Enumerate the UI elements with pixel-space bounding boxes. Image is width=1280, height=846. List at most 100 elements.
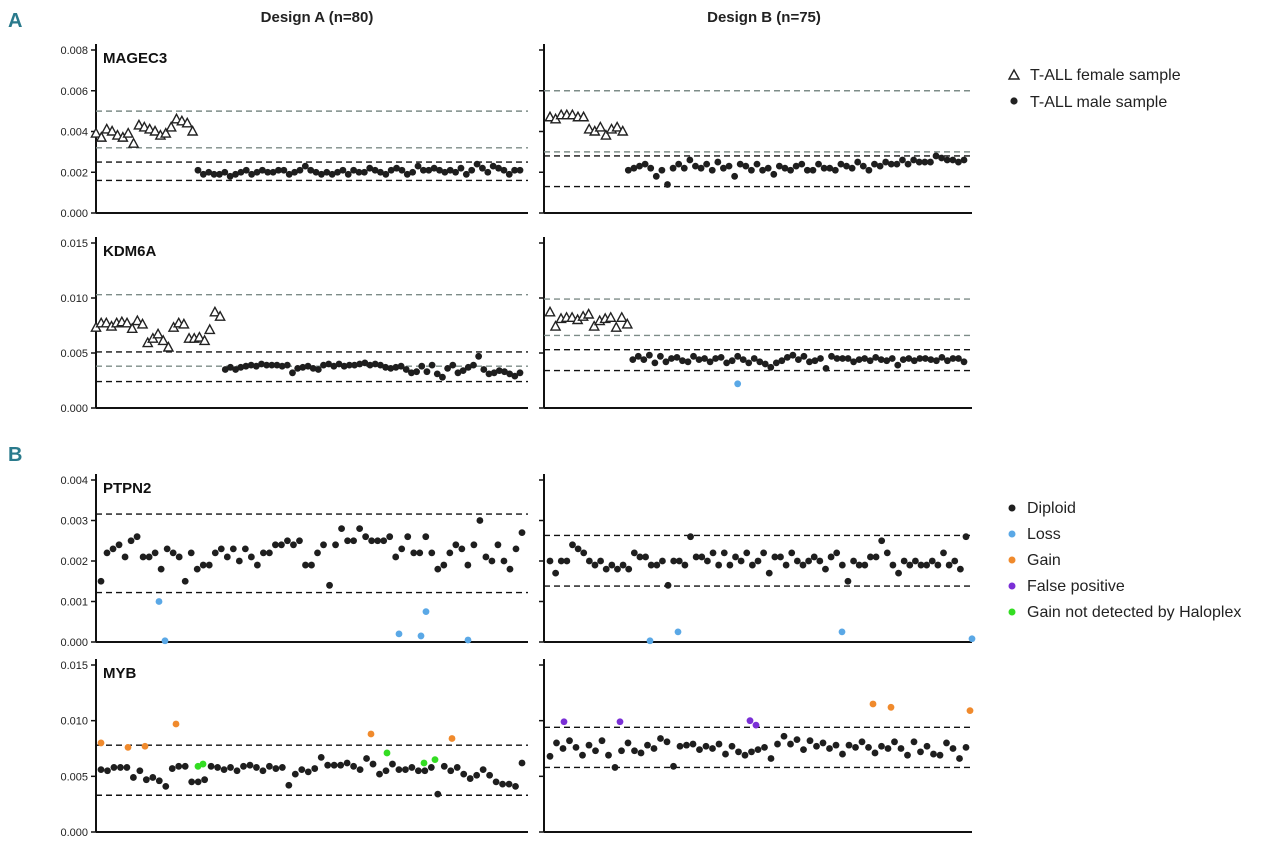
data-point-diploid (440, 561, 448, 569)
data-point-diploid (636, 553, 644, 561)
legend-b-label-false-positive: False positive (1027, 578, 1125, 595)
data-point-male (690, 352, 697, 360)
gene-label-myb: MYB (103, 665, 137, 682)
data-point-diploid (414, 767, 422, 775)
data-point-diploid (194, 778, 202, 786)
data-point-diploid (494, 541, 502, 549)
data-point-diploid (356, 525, 364, 532)
data-point-diploid (199, 561, 207, 569)
data-point-female (193, 331, 206, 342)
data-point-male (938, 354, 946, 361)
data-point-male (361, 359, 369, 367)
data-point-female (122, 127, 134, 138)
data-point-male (652, 172, 660, 180)
data-point-male (673, 354, 681, 361)
data-point-male (905, 355, 913, 362)
data-point-male (772, 359, 780, 367)
data-point-diploid (664, 581, 672, 589)
data-point-diploid (476, 517, 484, 524)
chart-ptpn_b (539, 474, 976, 645)
data-point-male (848, 164, 856, 172)
data-point-male (854, 158, 862, 166)
data-point-diploid (760, 549, 768, 557)
data-point-male (888, 355, 896, 362)
data-point-diploid (233, 767, 241, 775)
data-point-male (328, 170, 336, 178)
data-point-diploid (838, 561, 846, 569)
data-point-gain (141, 742, 149, 750)
data-point-diploid (278, 541, 285, 549)
data-point-male (273, 361, 281, 369)
data-point-female (159, 127, 172, 138)
data-point-loss (674, 628, 682, 636)
data-point-diploid (748, 748, 755, 756)
data-point-male (360, 168, 368, 176)
data-point-diploid (115, 541, 123, 549)
data-point-male (910, 357, 918, 365)
data-point-male (309, 365, 317, 372)
data-point-diploid (404, 533, 412, 541)
data-point-diploid (805, 557, 812, 565)
data-point-diploid (839, 750, 846, 758)
data-point-male (345, 361, 353, 369)
data-point-loss (161, 637, 169, 645)
data-point-diploid (618, 747, 625, 755)
data-point-male (750, 355, 758, 362)
data-point-male (278, 362, 286, 370)
data-point-diploid (585, 557, 593, 565)
data-point-diploid (943, 739, 950, 747)
data-point-male (651, 359, 659, 367)
data-point-diploid (800, 746, 807, 754)
data-point-diploid (940, 549, 947, 557)
data-point-diploid (374, 537, 382, 545)
data-point-male (398, 166, 406, 174)
data-point-male (479, 164, 486, 172)
data-point-male (221, 168, 229, 176)
data-point-diploid (761, 743, 768, 751)
data-point-male (340, 362, 348, 370)
data-point-male (783, 354, 791, 361)
data-point-gain (966, 707, 974, 715)
data-point-diploid (229, 545, 237, 553)
data-point-diploid (687, 533, 694, 541)
data-point-female (100, 316, 113, 328)
data-point-male (910, 156, 918, 164)
data-point-loss (734, 380, 742, 388)
data-point-diploid (330, 761, 338, 769)
data-point-male (770, 170, 778, 178)
data-point-male (684, 358, 692, 366)
data-point-diploid (145, 553, 153, 561)
data-point-diploid (663, 738, 671, 746)
data-point-male (669, 164, 677, 172)
data-point-diploid (486, 771, 494, 779)
data-point-male (938, 154, 946, 162)
data-point-diploid (930, 750, 937, 758)
data-point-diploid (692, 553, 700, 561)
data-point-gain-not-detected-by-haloplex (199, 760, 207, 768)
data-point-diploid (557, 557, 565, 565)
y-tick-label: 0.005 (60, 771, 88, 783)
data-point-male (887, 160, 895, 168)
data-point-male (701, 355, 708, 362)
data-point-diploid (878, 537, 886, 545)
data-point-male (641, 160, 649, 168)
data-point-false-positive (746, 717, 754, 725)
data-point-diploid (97, 577, 105, 585)
data-point-diploid (883, 549, 891, 557)
data-point-diploid (917, 561, 925, 569)
data-point-diploid (110, 764, 118, 771)
data-point-male (630, 164, 638, 172)
data-point-male (927, 158, 934, 166)
data-point-diploid (774, 740, 781, 748)
data-point-diploid (900, 557, 908, 565)
data-point-diploid (670, 557, 678, 565)
data-point-male (441, 168, 449, 176)
data-point-diploid (505, 780, 513, 788)
data-point-gain (367, 730, 375, 738)
data-point-diploid (291, 770, 299, 778)
data-point-diploid (214, 764, 221, 771)
data-point-male (296, 166, 304, 174)
legend-a-label-male: T-ALL male sample (1030, 94, 1167, 111)
data-point-male (893, 160, 901, 168)
data-point-male (787, 166, 794, 174)
